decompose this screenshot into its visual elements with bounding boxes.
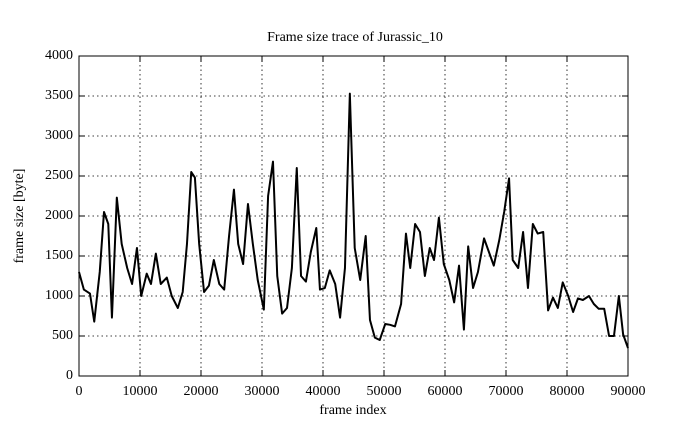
x-tick-label: 10000 bbox=[123, 384, 158, 399]
y-tick-label: 3000 bbox=[45, 128, 73, 143]
y-tick-label: 2000 bbox=[45, 208, 73, 223]
x-tick-label: 20000 bbox=[184, 384, 219, 399]
x-tick-label: 70000 bbox=[489, 384, 524, 399]
x-tick-label: 80000 bbox=[550, 384, 585, 399]
x-tick-label: 50000 bbox=[367, 384, 402, 399]
x-tick-label: 40000 bbox=[306, 384, 341, 399]
y-tick-label: 2500 bbox=[45, 168, 73, 183]
x-tick-label: 30000 bbox=[245, 384, 280, 399]
y-tick-label: 4000 bbox=[45, 48, 73, 63]
y-axis-label: frame size [byte] bbox=[12, 169, 27, 264]
x-tick-label: 0 bbox=[76, 384, 83, 399]
data-line bbox=[78, 92, 629, 349]
y-tick-label: 3500 bbox=[45, 88, 73, 103]
y-tick-label: 0 bbox=[66, 368, 73, 383]
y-tick-label: 500 bbox=[52, 328, 73, 343]
x-tick-label: 60000 bbox=[428, 384, 463, 399]
chart-title: Frame size trace of Jurassic_10 bbox=[267, 30, 443, 45]
x-tick-label: 90000 bbox=[611, 384, 646, 399]
x-axis-label: frame index bbox=[319, 403, 386, 418]
y-tick-label: 1500 bbox=[45, 248, 73, 263]
y-tick-label: 1000 bbox=[45, 288, 73, 303]
